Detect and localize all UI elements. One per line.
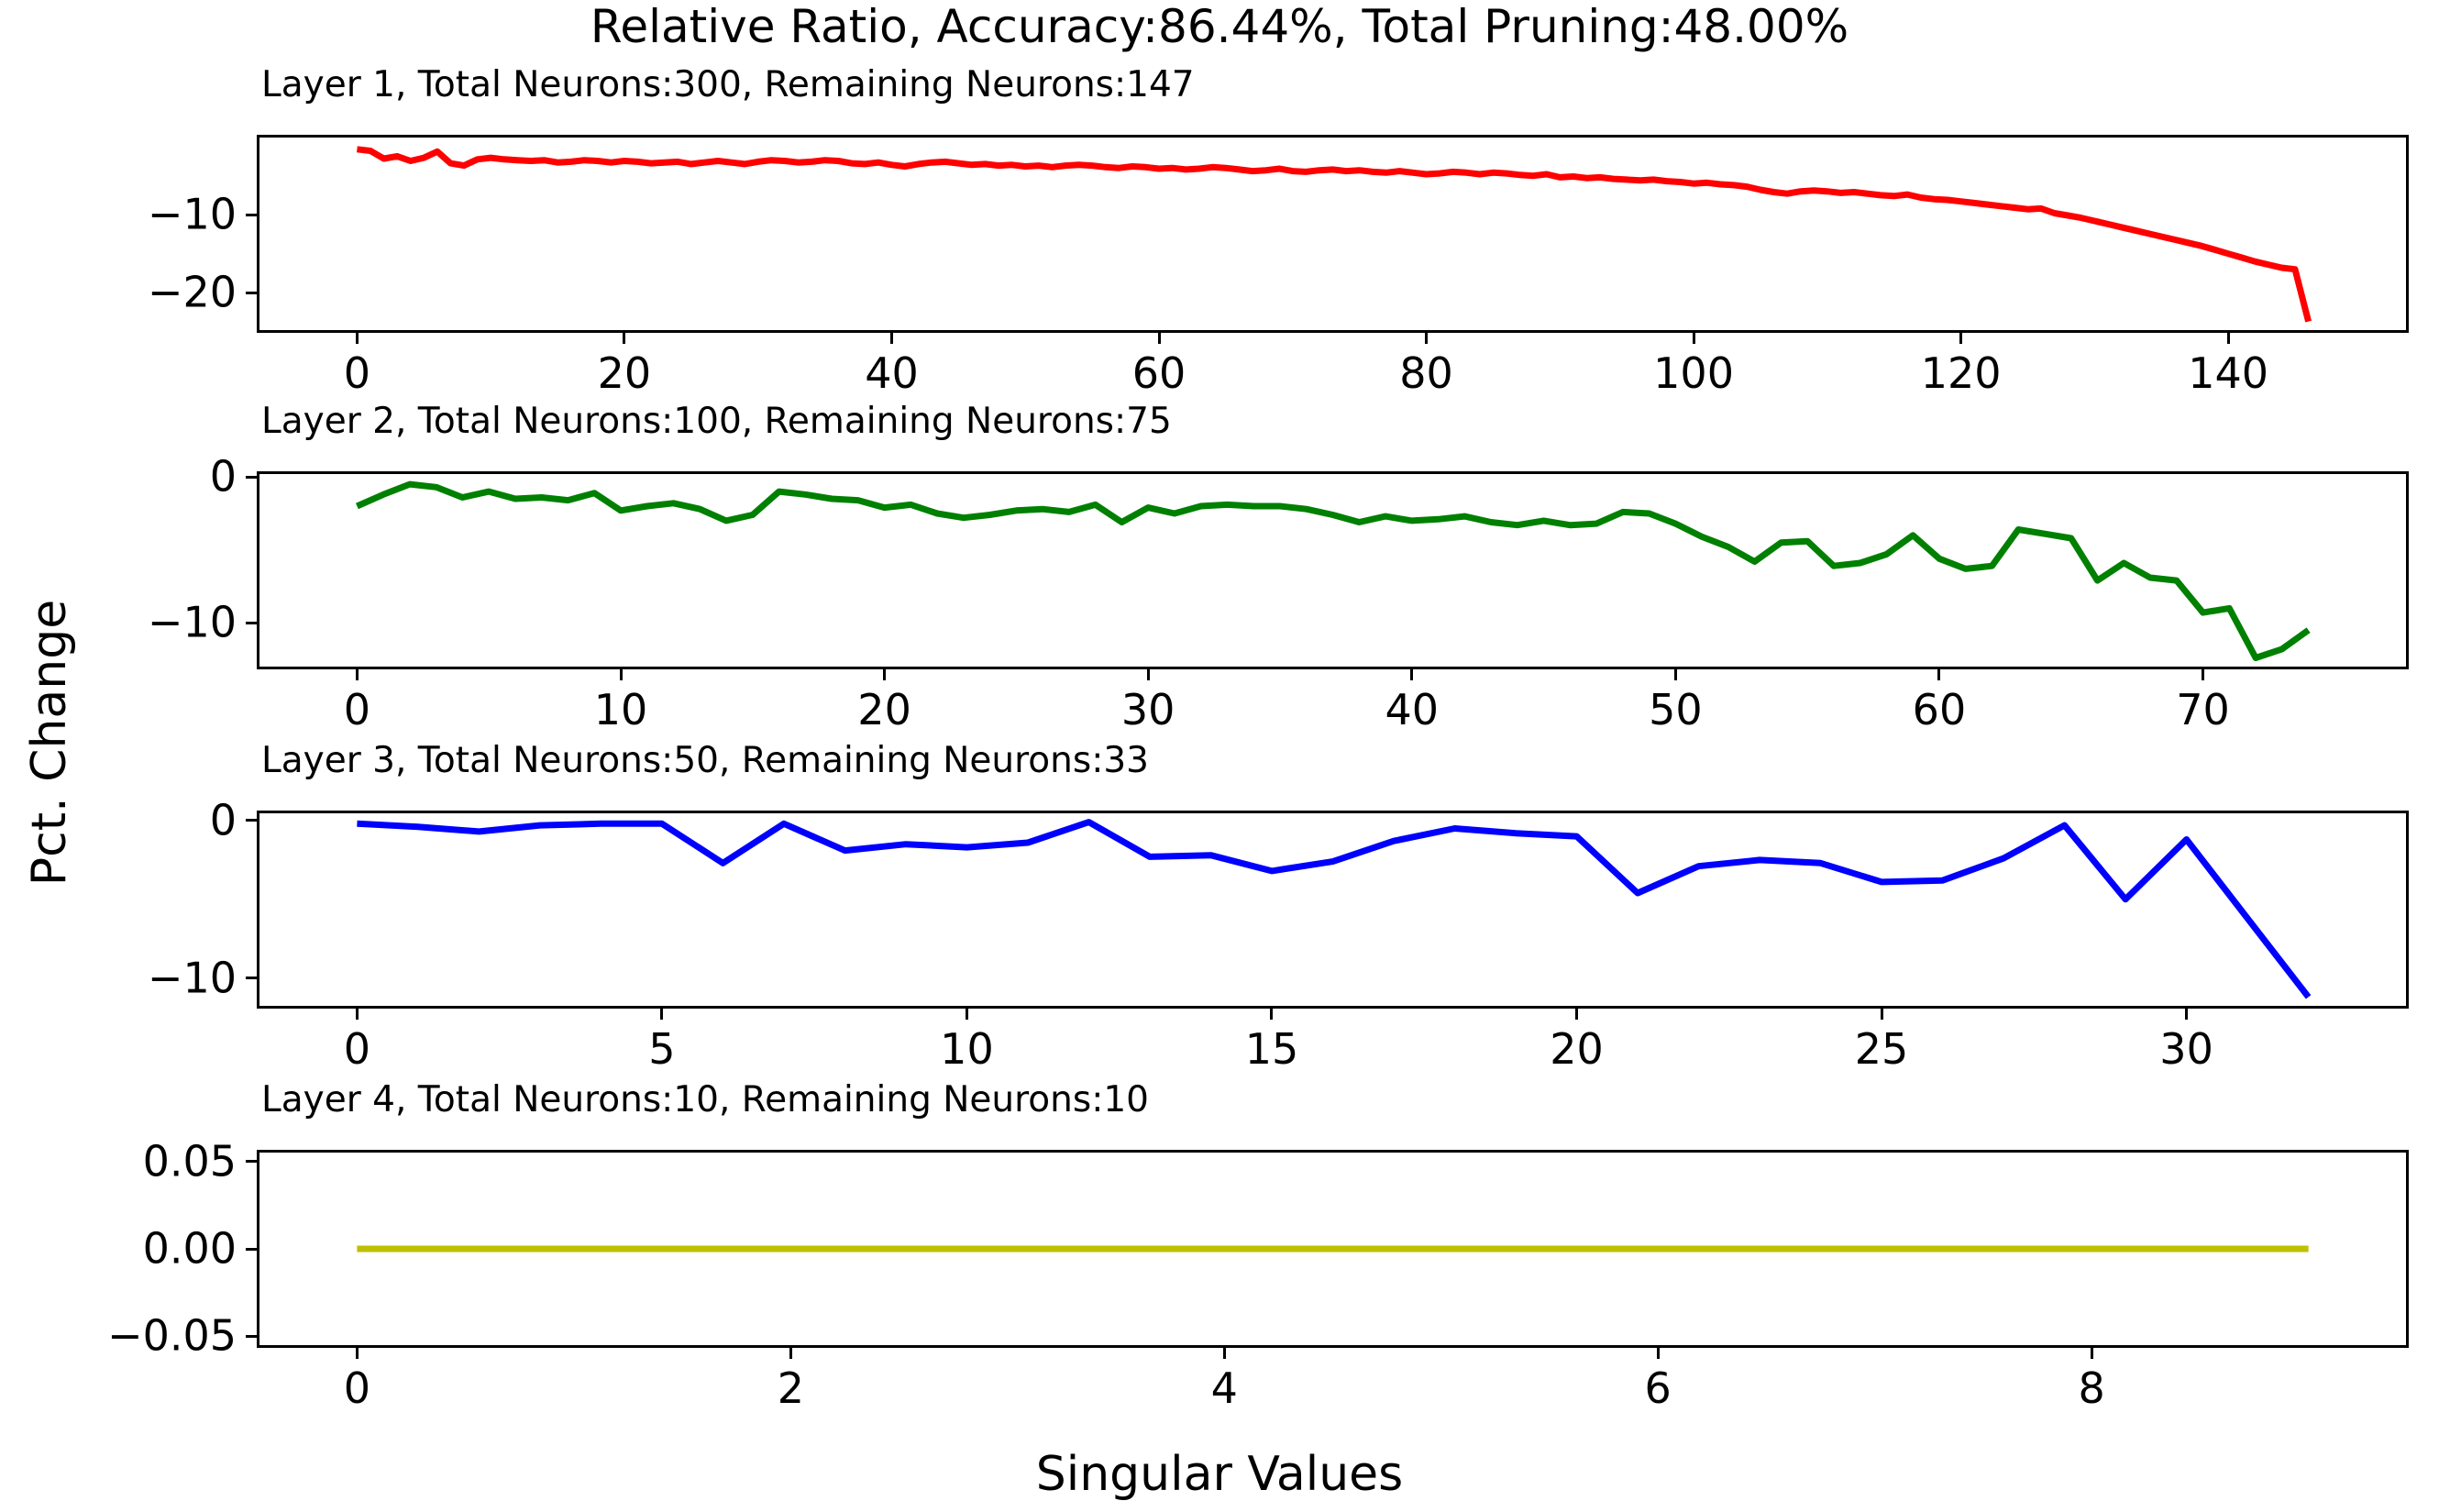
x-tick-label: 80 — [1399, 348, 1453, 398]
x-tick-mark — [2226, 333, 2230, 344]
layer1-line — [356, 146, 2312, 323]
x-tick-mark — [355, 1348, 359, 1359]
y-tick-mark — [246, 291, 257, 294]
line-chart-layer3 — [357, 819, 2312, 999]
x-tick-label: 20 — [1550, 1024, 1604, 1074]
x-tick-mark — [1937, 669, 1941, 680]
plot-area-layer3 — [257, 811, 2409, 1009]
x-tick-mark — [1146, 669, 1150, 680]
x-tick-mark — [883, 669, 887, 680]
x-tick-label: 0 — [343, 685, 371, 734]
x-axis-label: Singular Values — [1035, 1447, 1404, 1502]
x-tick-label: 30 — [1120, 685, 1175, 734]
x-tick-label: 20 — [857, 685, 911, 734]
y-tick-label: −10 — [147, 953, 237, 1003]
y-tick-label: −10 — [147, 597, 237, 647]
x-tick-label: 10 — [593, 685, 648, 734]
x-tick-mark — [623, 333, 626, 344]
x-tick-mark — [1692, 333, 1695, 344]
x-tick-mark — [355, 1009, 359, 1020]
y-tick-label: −20 — [147, 267, 237, 317]
line-chart-layer2 — [355, 480, 2311, 661]
y-tick-label: −10 — [147, 189, 237, 239]
line-chart-layer1 — [356, 146, 2312, 323]
subplot-title-layer1: Layer 1, Total Neurons:300, Remaining Ne… — [261, 64, 1195, 105]
x-tick-label: 20 — [597, 348, 652, 398]
y-tick-mark — [246, 819, 257, 822]
x-tick-mark — [1880, 1009, 1883, 1020]
x-tick-mark — [1222, 1348, 1226, 1359]
x-tick-label: 10 — [940, 1024, 994, 1074]
line-chart-layer4 — [357, 1245, 2309, 1253]
x-tick-label: 0 — [343, 348, 371, 398]
y-tick-label: 0.05 — [142, 1136, 237, 1186]
figure-title: Relative Ratio, Accuracy:86.44%, Total P… — [590, 0, 1849, 53]
x-tick-label: 25 — [1854, 1024, 1909, 1074]
x-tick-label: 60 — [1912, 685, 1967, 734]
x-tick-label: 120 — [1920, 348, 2002, 398]
y-tick-mark — [246, 1160, 257, 1164]
x-tick-label: 0 — [343, 1363, 371, 1413]
y-tick-mark — [246, 1247, 257, 1251]
x-tick-label: 140 — [2188, 348, 2269, 398]
y-tick-label: −0.05 — [107, 1310, 237, 1361]
y-tick-mark — [246, 1334, 257, 1338]
x-tick-label: 5 — [648, 1024, 676, 1074]
x-tick-mark — [355, 669, 359, 680]
y-tick-label: 0 — [209, 795, 237, 845]
y-tick-mark — [246, 621, 257, 624]
y-tick-mark — [246, 977, 257, 980]
x-tick-mark — [1425, 333, 1429, 344]
x-tick-label: 60 — [1131, 348, 1186, 398]
subplot-title-layer4: Layer 4, Total Neurons:10, Remaining Neu… — [261, 1079, 1149, 1120]
x-tick-mark — [965, 1009, 968, 1020]
x-tick-mark — [1656, 1348, 1660, 1359]
x-tick-mark — [1959, 333, 1963, 344]
y-tick-mark — [246, 213, 257, 216]
x-tick-mark — [2090, 1348, 2093, 1359]
x-tick-mark — [619, 669, 623, 680]
subplot-title-layer3: Layer 3, Total Neurons:50, Remaining Neu… — [261, 740, 1149, 781]
x-tick-mark — [2202, 669, 2205, 680]
x-tick-mark — [1410, 669, 1414, 680]
x-tick-label: 8 — [2078, 1363, 2105, 1413]
x-tick-label: 4 — [1210, 1363, 1238, 1413]
x-tick-label: 2 — [777, 1363, 804, 1413]
x-tick-mark — [1673, 669, 1677, 680]
x-tick-label: 15 — [1244, 1024, 1299, 1074]
x-tick-label: 0 — [343, 1024, 371, 1074]
x-tick-mark — [889, 333, 893, 344]
y-tick-mark — [246, 475, 257, 479]
x-tick-label: 6 — [1644, 1363, 1672, 1413]
x-tick-mark — [789, 1348, 792, 1359]
x-tick-label: 50 — [1649, 685, 1703, 734]
y-tick-label: 0.00 — [142, 1223, 237, 1274]
x-tick-label: 100 — [1653, 348, 1734, 398]
x-tick-mark — [1270, 1009, 1274, 1020]
x-tick-label: 40 — [1385, 685, 1440, 734]
layer2-line — [355, 480, 2311, 661]
x-tick-label: 30 — [2159, 1024, 2213, 1074]
layer3-line — [357, 819, 2312, 999]
x-tick-mark — [660, 1009, 664, 1020]
x-tick-mark — [1575, 1009, 1579, 1020]
x-tick-label: 70 — [2176, 685, 2230, 734]
x-tick-mark — [2185, 1009, 2189, 1020]
x-tick-mark — [1157, 333, 1161, 344]
x-tick-label: 40 — [865, 348, 919, 398]
x-tick-mark — [355, 333, 359, 344]
y-tick-label: 0 — [209, 451, 237, 502]
subplot-title-layer2: Layer 2, Total Neurons:100, Remaining Ne… — [261, 401, 1172, 442]
